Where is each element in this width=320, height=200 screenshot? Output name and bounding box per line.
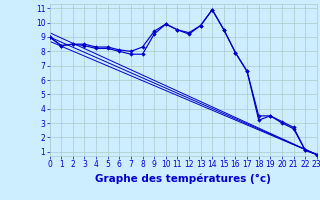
X-axis label: Graphe des températures (°c): Graphe des températures (°c)	[95, 173, 271, 184]
